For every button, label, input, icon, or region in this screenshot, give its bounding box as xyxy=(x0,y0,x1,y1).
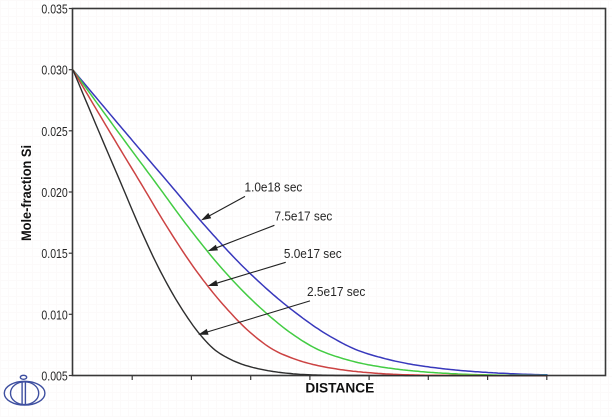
svg-text:0.030: 0.030 xyxy=(41,63,67,78)
svg-text:0.015: 0.015 xyxy=(41,246,67,261)
svg-text:0.020: 0.020 xyxy=(41,185,67,200)
svg-text:5.0e17 sec: 5.0e17 sec xyxy=(284,247,342,261)
svg-text:0.025: 0.025 xyxy=(41,124,67,139)
svg-text:0.010: 0.010 xyxy=(41,307,67,322)
svg-text:DISTANCE: DISTANCE xyxy=(305,381,374,396)
svg-text:Mole-fraction Si: Mole-fraction Si xyxy=(19,145,34,241)
svg-text:1.0e18 sec: 1.0e18 sec xyxy=(245,180,303,194)
svg-text:0.035: 0.035 xyxy=(41,2,67,17)
svg-text:0.005: 0.005 xyxy=(41,369,67,384)
svg-text:2.5e17 sec: 2.5e17 sec xyxy=(307,285,365,299)
svg-text:7.5e17 sec: 7.5e17 sec xyxy=(275,210,333,224)
